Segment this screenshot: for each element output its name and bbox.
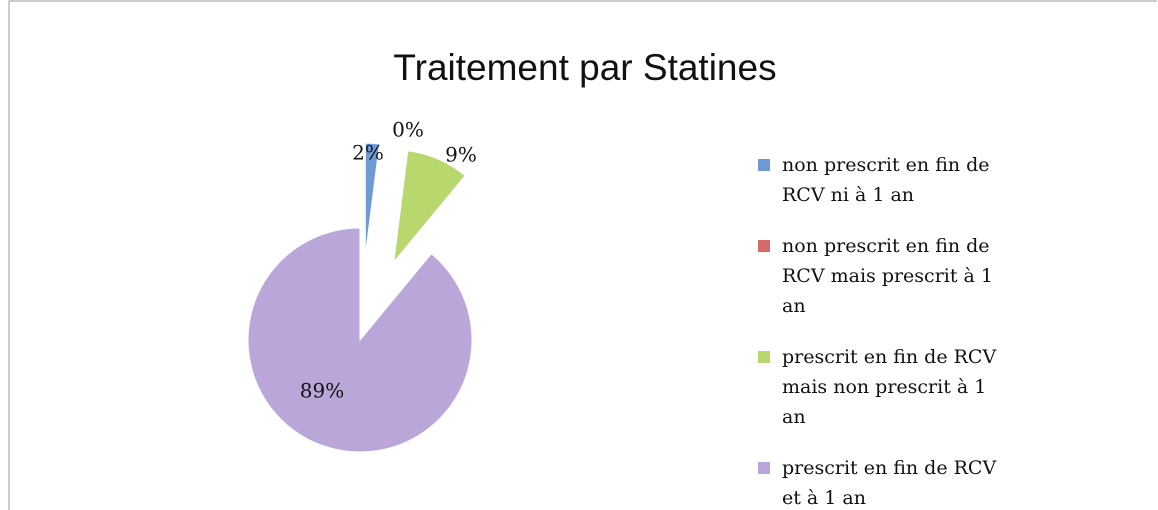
- pie-slice: [247, 227, 473, 453]
- legend-label: prescrit en fin de RCV mais non prescrit…: [782, 346, 997, 428]
- legend-swatch: [758, 351, 770, 363]
- legend-entry: non prescrit en fin de RCV ni à 1 an: [758, 150, 997, 210]
- data-label: 9%: [445, 143, 477, 167]
- chart-title: Traitement par Statines: [393, 47, 776, 88]
- frame: [8, 0, 1157, 510]
- legend-label: prescrit en fin de RCV et à 1 an: [782, 457, 997, 509]
- legend-swatch: [758, 462, 770, 474]
- data-label: 2%: [352, 141, 384, 165]
- legend-entry: prescrit en fin de RCV mais non prescrit…: [758, 342, 997, 432]
- pie-slice: [364, 142, 380, 256]
- pie-slice: [393, 150, 466, 264]
- legend-swatch: [758, 240, 770, 252]
- legend-label: non prescrit en fin de RCV mais prescrit…: [782, 235, 993, 317]
- legend-entry: prescrit en fin de RCV et à 1 an: [758, 453, 997, 510]
- legend-entry: non prescrit en fin de RCV mais prescrit…: [758, 231, 997, 321]
- legend-swatch: [758, 159, 770, 171]
- legend: non prescrit en fin de RCV ni à 1 an non …: [758, 150, 1138, 510]
- data-label: 0%: [392, 118, 424, 142]
- data-label: 89%: [300, 379, 344, 403]
- legend-label: non prescrit en fin de RCV ni à 1 an: [782, 154, 990, 206]
